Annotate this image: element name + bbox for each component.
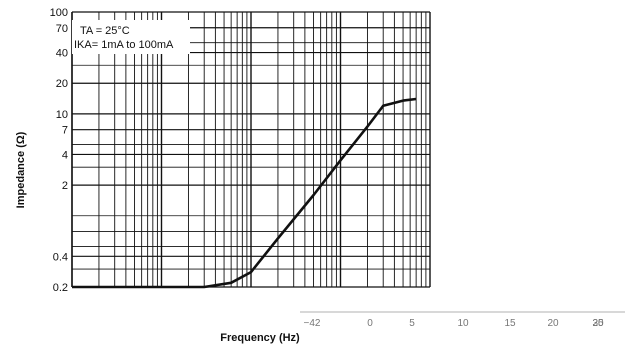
y-tick-label: 40: [56, 48, 68, 60]
secondary-scale-label: −42: [304, 318, 321, 329]
conditions-box: [72, 20, 190, 54]
impedance-curve: [72, 97, 417, 289]
y-tick-label: 0.4: [53, 251, 68, 263]
y-tick-label: 70: [56, 23, 68, 35]
condition-current-range: IKA= 1mA to 100mA: [74, 39, 174, 51]
horizontal-gridlines: [71, 11, 430, 288]
secondary-scale-label: 0: [367, 318, 373, 329]
y-tick-label: 100: [50, 7, 68, 19]
y-tick-label: 4: [62, 149, 68, 161]
secondary-scale-label: 30: [592, 318, 604, 329]
vertical-gridlines: [71, 12, 431, 287]
secondary-scale-label: 25: [592, 318, 604, 329]
condition-temperature: TA = 25°C: [80, 25, 130, 37]
x-axis-label: Frequency (Hz): [220, 332, 300, 344]
y-tick-label: 10: [56, 109, 68, 121]
y-tick-label: 0.2: [53, 282, 68, 294]
y-axis-label: Impedance (Ω): [15, 131, 27, 208]
secondary-scale-label: 20: [547, 318, 559, 329]
y-tick-label: 7: [62, 125, 68, 137]
secondary-scale-label: 10: [457, 318, 469, 329]
secondary-scale-label: 5: [409, 318, 415, 329]
y-tick-labels: 100 70 40 20 10 7 4 2 0.4 0.2: [50, 7, 68, 294]
y-tick-label: 20: [56, 78, 68, 90]
y-tick-label: 2: [62, 180, 68, 192]
secondary-scale-label: 15: [504, 318, 516, 329]
